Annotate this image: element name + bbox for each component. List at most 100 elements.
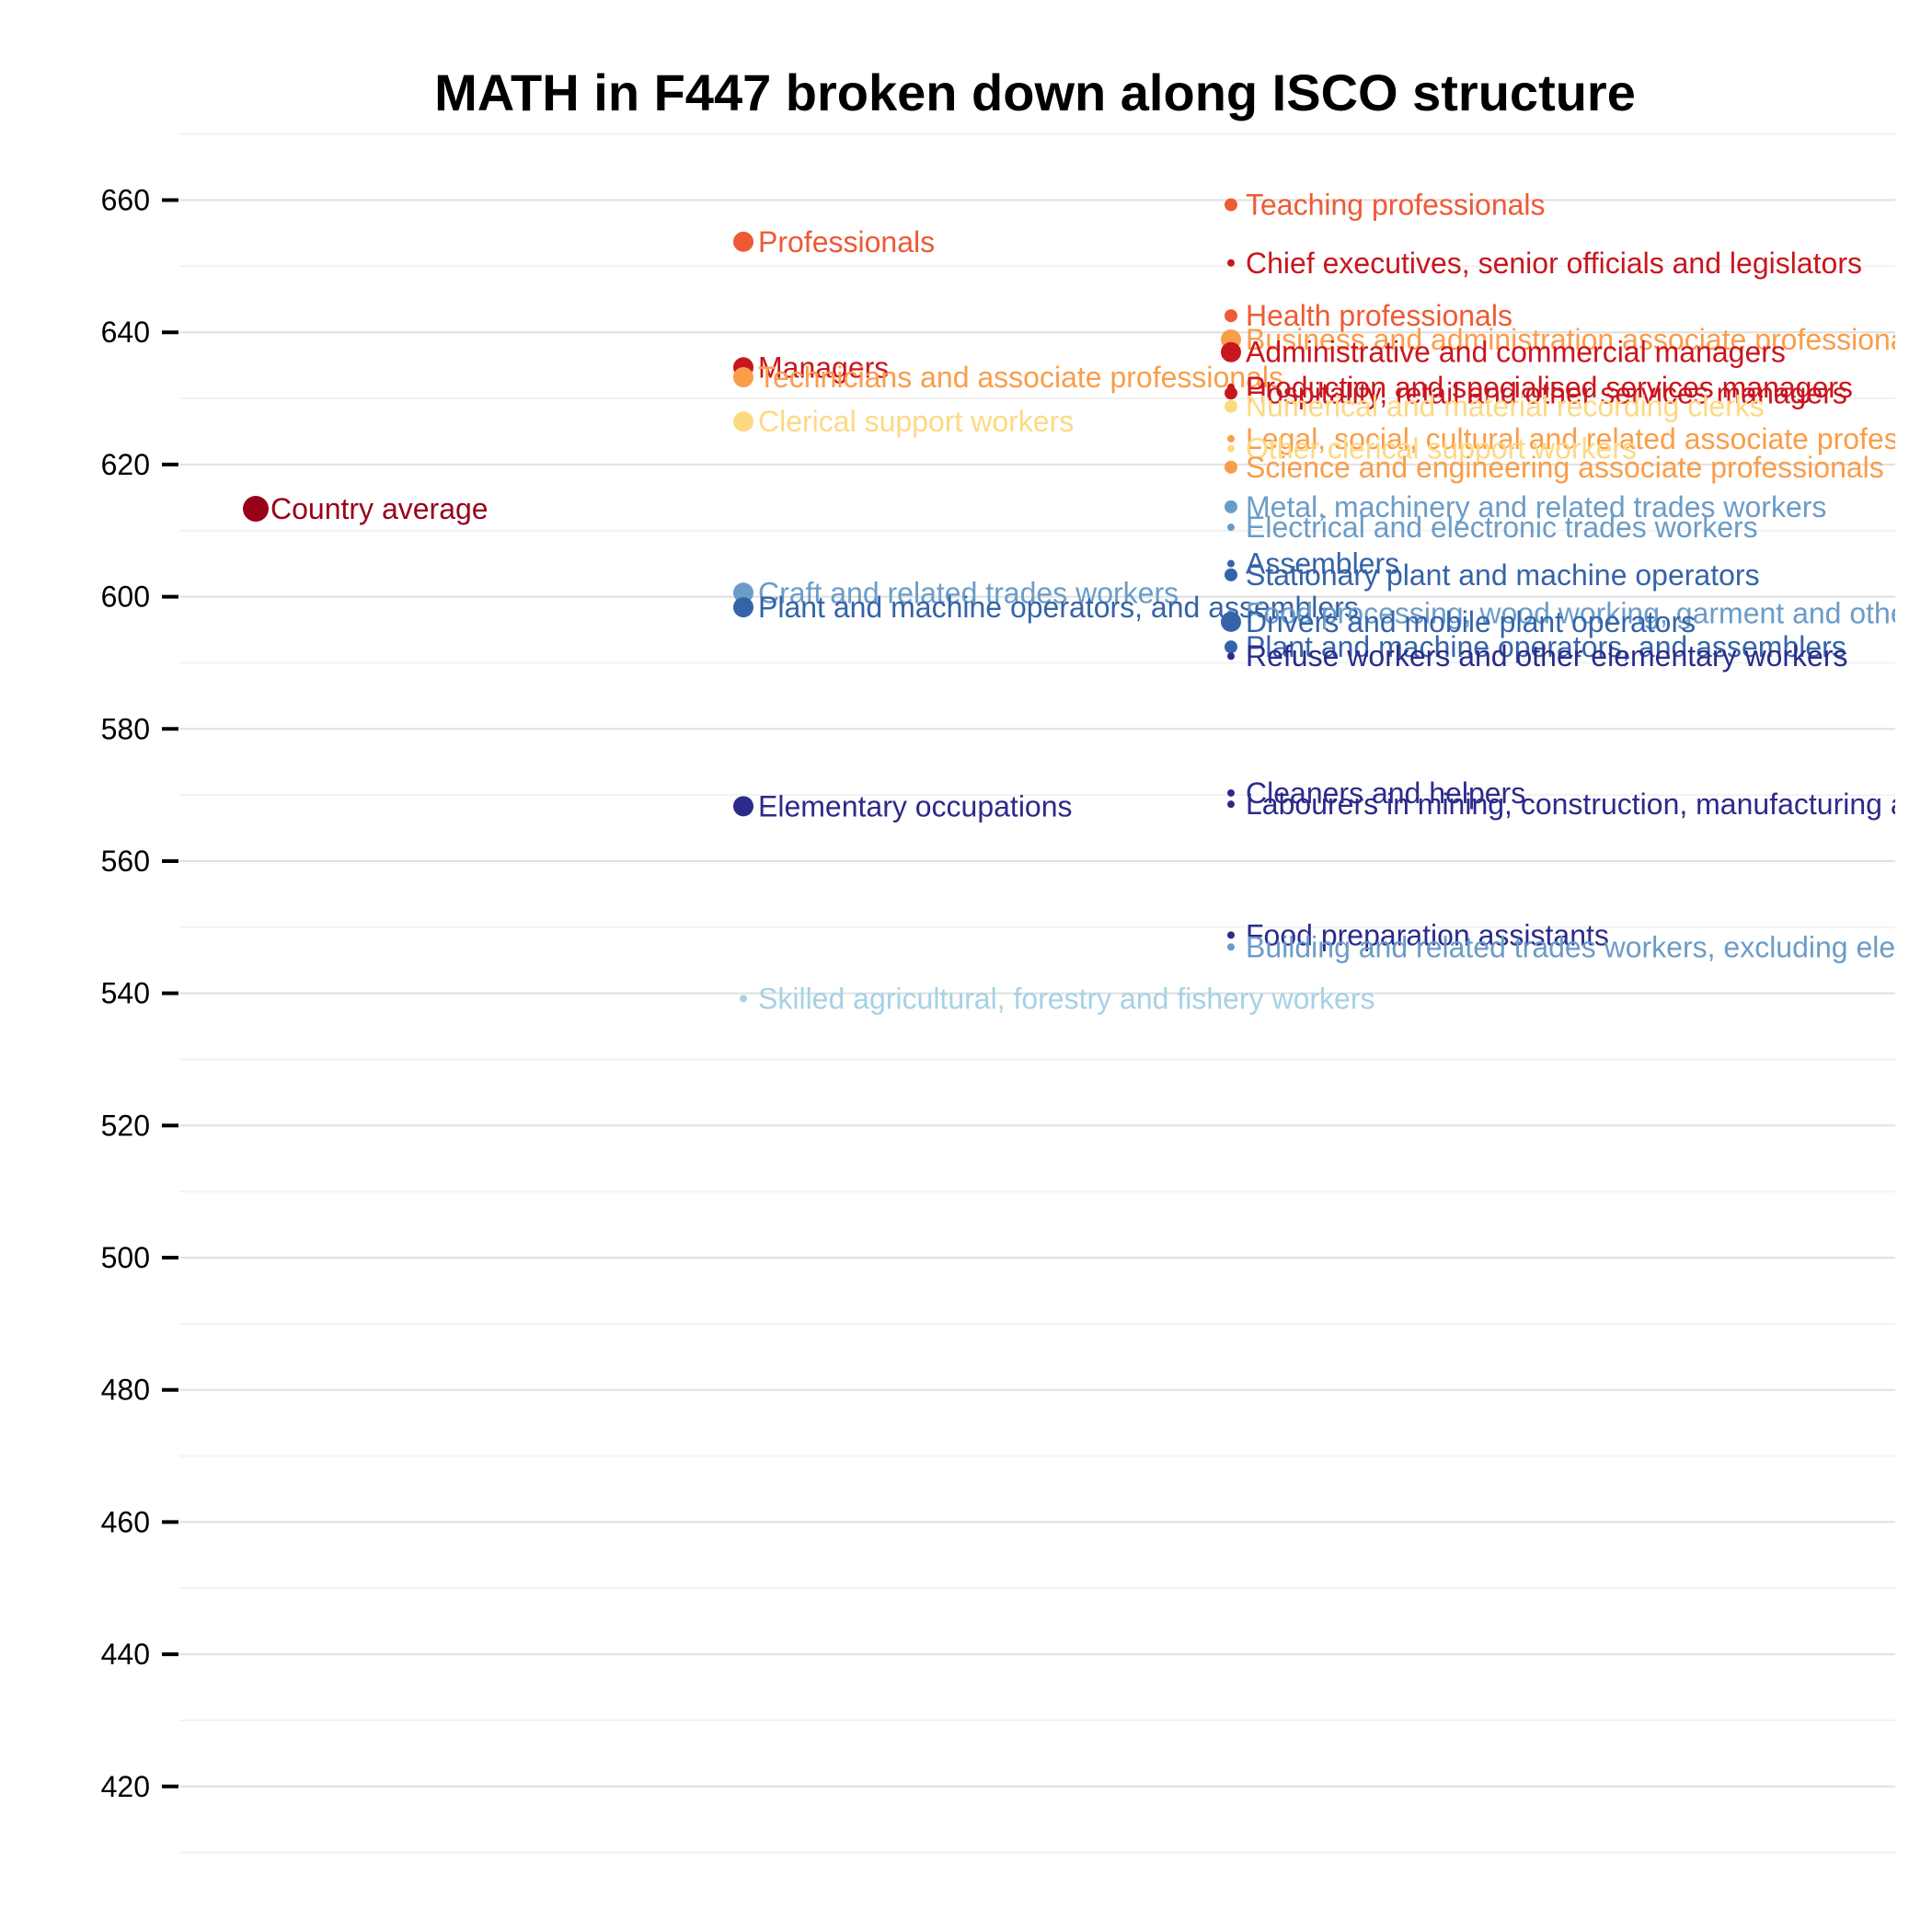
point-marker [1227,652,1235,661]
y-tick-label: 480 [101,1374,150,1407]
data-point: Numerical and material recording clerks [1225,390,1765,423]
data-point: Health professionals [1225,299,1512,332]
point-marker [733,582,753,604]
point-marker [1225,500,1237,513]
data-point: Country average [243,492,489,525]
y-tick-label: 620 [101,448,150,481]
data-point: Managers [733,351,889,384]
data-point: Professionals [733,225,935,259]
y-tick-label: 640 [101,316,150,349]
data-point: Technicians and associate professionals [733,361,1283,394]
point-label: Stationary plant and machine operators [1246,558,1760,592]
data-point: Hospitality, retail and other services m… [1225,376,1847,409]
data-point: Administrative and commercial managers [1221,336,1786,369]
chart-title: MATH in F447 broken down along ISCO stru… [434,63,1636,121]
point-label: Refuse workers and other elementary work… [1246,639,1848,673]
point-label: Numerical and material recording clerks [1246,390,1765,423]
point-label: Chief executives, senior officials and l… [1246,247,1862,280]
point-label: Elementary occupations [758,789,1073,822]
data-point: Cleaners and helpers [1227,776,1525,810]
point-label: Assemblers [1246,547,1399,581]
point-marker [1227,931,1235,939]
y-tick-label: 460 [101,1505,150,1538]
data-point: Production and specialised services mana… [1227,371,1853,404]
point-label: Professionals [758,225,935,259]
y-tick-label: 660 [101,184,150,217]
data-point: Labourers in mining, construction, manuf… [1227,788,1932,821]
data-point: Clerical support workers [733,405,1074,438]
point-label: Plant and machine operators, and assembl… [1246,630,1846,663]
grid-layer [179,132,1895,1854]
data-point: Stationary plant and machine operators [1225,558,1760,592]
data-point: Plant and machine operators, and assembl… [1225,630,1846,663]
point-label: Skilled agricultural, forestry and fishe… [758,982,1374,1015]
point-marker [1227,943,1235,951]
data-point: Food processing, wood working, garment a… [1227,597,1932,630]
point-label: Other clerical support workers [1246,432,1637,466]
point-marker [243,496,269,523]
point-label: Craft and related trades workers [758,576,1179,609]
data-point: Building and related trades workers, exc… [1227,930,1895,963]
point-marker [733,411,753,432]
y-tick-label: 580 [101,712,150,745]
point-marker [1227,259,1235,267]
y-tick-label: 500 [101,1241,150,1274]
data-point: Electrical and electronic trades workers [1227,511,1758,544]
point-label: Hospitality, retail and other services m… [1246,376,1847,409]
point-marker [1227,434,1235,443]
data-point: Food preparation assistants [1227,918,1609,951]
point-marker [1225,640,1237,654]
data-point: Elementary occupations [733,789,1073,822]
data-point: Chief executives, senior officials and l… [1227,247,1862,280]
y-axis: 420 440 460 480 500 520 540 560 580 600 620 640 660 [101,184,178,1803]
point-label: Cleaners and helpers [1246,776,1525,810]
point-marker [733,796,753,817]
point-label: Plant and machine operators, and assembl… [758,591,1359,624]
point-label: Drivers and mobile plant operators [1246,605,1696,638]
point-label: Labourers in mining, construction, manuf… [1246,788,1932,821]
y-tick-label: 520 [101,1109,150,1142]
point-marker [1225,309,1237,323]
point-marker [740,995,747,1003]
y-tick-label: 540 [101,977,150,1010]
point-label: Clerical support workers [758,405,1074,438]
point-label: Legal, social, cultural and related asso… [1246,422,1932,455]
y-tick-label: 560 [101,845,150,878]
point-label: Metal, machinery and related trades work… [1246,490,1826,523]
point-marker [1227,800,1235,809]
data-point: Science and engineering associate profes… [1225,451,1884,484]
point-label: Administrative and commercial managers [1246,336,1786,369]
point-label: Production and specialised services mana… [1246,371,1853,404]
point-marker [1227,788,1235,797]
data-point: Drivers and mobile plant operators [1221,605,1696,638]
point-marker [1225,198,1237,212]
point-label: Science and engineering associate profes… [1246,451,1884,484]
data-point: Metal, machinery and related trades work… [1225,490,1826,523]
data-point: Refuse workers and other elementary work… [1227,639,1848,673]
data-point: Skilled agricultural, forestry and fishe… [740,982,1374,1015]
data-point: Craft and related trades workers [733,576,1179,609]
point-label: Food processing, wood working, garment a… [1246,597,1932,630]
point-label: Country average [270,492,489,525]
point-marker [1227,523,1235,532]
data-points: Country average Professionals ManagersTech… [243,189,1932,1015]
y-tick-label: 600 [101,581,150,614]
point-marker [1225,460,1237,474]
data-point: Plant and machine operators, and assembl… [733,591,1359,624]
data-point: Assemblers [1227,547,1399,581]
point-marker [1227,559,1235,568]
point-marker [1225,399,1237,413]
point-label: Technicians and associate professionals [758,361,1283,394]
point-label: Electrical and electronic trades workers [1246,511,1758,544]
point-label: Business and administration associate pr… [1246,323,1928,356]
data-point: Legal, social, cultural and related asso… [1227,422,1932,455]
point-label: Health professionals [1246,299,1512,332]
point-marker [1227,444,1235,453]
data-point: Business and administration associate pr… [1221,323,1928,356]
y-tick-label: 420 [101,1770,150,1803]
point-label: Food preparation assistants [1246,918,1609,951]
point-marker [1221,341,1241,362]
point-marker [1221,611,1241,632]
point-marker [733,231,753,252]
